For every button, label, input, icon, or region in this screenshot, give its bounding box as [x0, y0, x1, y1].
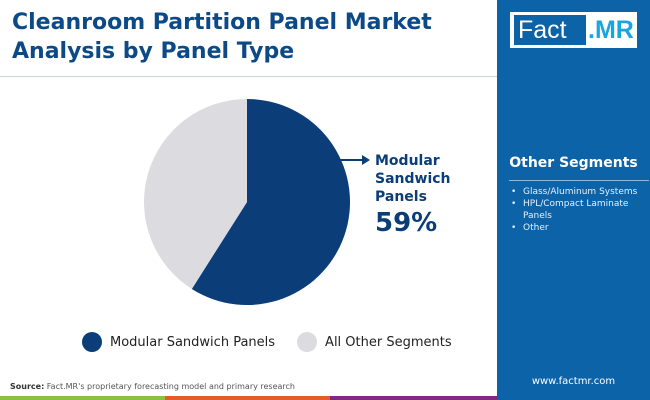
logo-text: .MR [588, 16, 634, 44]
arrow-icon [362, 155, 370, 165]
legend-item: Modular Sandwich Panels [82, 332, 275, 352]
page-title: Cleanroom Partition Panel Market Analysi… [12, 10, 432, 64]
legend-swatch [82, 332, 102, 352]
divider [0, 76, 497, 77]
legend: Modular Sandwich Panels All Other Segmen… [82, 332, 452, 352]
callout: Modular Sandwich Panels 59% [375, 152, 495, 240]
list-item: Other [509, 222, 647, 234]
pie-chart [143, 99, 370, 305]
pie-slice-0 [191, 99, 350, 305]
other-segments-heading: Other Segments [509, 155, 638, 171]
footer-bar [497, 396, 650, 400]
list-item: HPL/Compact Laminate Panels [509, 198, 647, 222]
list-item: Glass/Aluminum Systems [509, 186, 647, 198]
footer-bar [0, 396, 165, 400]
footer-bar [330, 396, 497, 400]
logo-text: Fact [514, 15, 586, 45]
source-note: Source: Fact.MR's proprietary forecastin… [10, 382, 295, 391]
legend-item: All Other Segments [297, 332, 452, 352]
callout-label: Modular Sandwich Panels [375, 153, 451, 205]
legend-label: All Other Segments [325, 334, 452, 350]
website-link[interactable]: www.factmr.com [531, 376, 616, 387]
callout-value: 59% [375, 208, 438, 238]
legend-swatch [297, 332, 318, 352]
divider [509, 180, 649, 181]
legend-label: Modular Sandwich Panels [110, 334, 276, 350]
pie-slice-1 [143, 99, 247, 289]
source-text: Fact.MR's proprietary forecasting model … [44, 382, 296, 391]
source-label: Source: [10, 382, 45, 391]
footer-bar [165, 396, 330, 400]
segment-list: Glass/Aluminum Systems HPL/Compact Lamin… [509, 186, 647, 234]
sidebar: Fact.MR Other Segments Glass/Aluminum Sy… [497, 0, 650, 396]
factmr-logo: Fact .MR [510, 12, 637, 48]
